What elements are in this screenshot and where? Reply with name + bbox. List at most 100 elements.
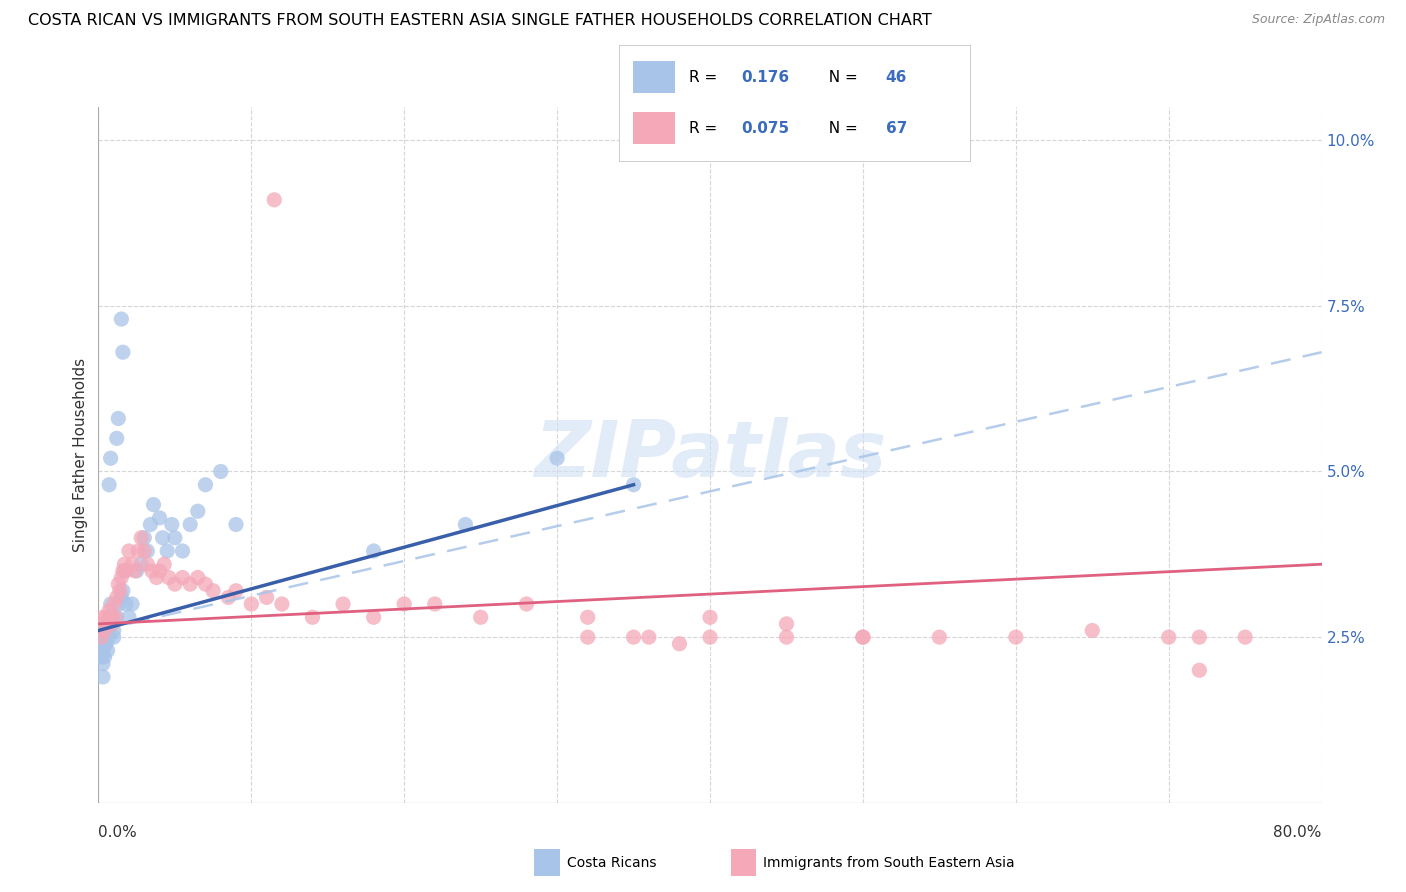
Point <box>108 583 131 598</box>
Point <box>160 517 183 532</box>
Point <box>100 597 122 611</box>
FancyBboxPatch shape <box>633 112 675 145</box>
Point <box>928 630 950 644</box>
Point <box>104 610 127 624</box>
Point <box>90 630 112 644</box>
Point <box>89 616 111 631</box>
Point <box>623 477 645 491</box>
Point <box>1234 630 1257 644</box>
Point <box>699 630 721 644</box>
Point <box>129 531 152 545</box>
Point <box>134 544 156 558</box>
FancyBboxPatch shape <box>633 61 675 94</box>
Point <box>139 517 162 532</box>
Point <box>187 504 209 518</box>
Text: COSTA RICAN VS IMMIGRANTS FROM SOUTH EASTERN ASIA SINGLE FATHER HOUSEHOLDS CORRE: COSTA RICAN VS IMMIGRANTS FROM SOUTH EAS… <box>28 13 932 29</box>
Point <box>91 610 114 624</box>
Text: Source: ZipAtlas.com: Source: ZipAtlas.com <box>1251 13 1385 27</box>
Point <box>149 564 172 578</box>
Point <box>111 583 134 598</box>
Point <box>145 570 167 584</box>
Point <box>98 630 121 644</box>
Point <box>103 630 125 644</box>
Text: ZIPatlas: ZIPatlas <box>534 417 886 493</box>
Point <box>127 544 149 558</box>
Point <box>121 558 143 572</box>
Point <box>142 498 165 512</box>
Point <box>107 597 129 611</box>
Point <box>115 597 138 611</box>
Point <box>101 610 124 624</box>
Point <box>134 531 156 545</box>
Point <box>637 630 661 644</box>
Point <box>363 544 385 558</box>
Point <box>852 630 875 644</box>
Point <box>270 597 292 611</box>
Point <box>103 597 125 611</box>
Point <box>98 477 121 491</box>
Point <box>105 610 128 624</box>
Point <box>363 610 385 624</box>
Point <box>107 411 129 425</box>
Point <box>546 451 568 466</box>
Point <box>118 544 141 558</box>
Point <box>209 465 232 479</box>
Text: 46: 46 <box>886 70 907 85</box>
Point <box>91 670 114 684</box>
Point <box>454 517 477 532</box>
Point <box>194 577 217 591</box>
Point <box>202 583 225 598</box>
Point <box>301 610 323 624</box>
Text: 80.0%: 80.0% <box>1274 825 1322 840</box>
Point <box>179 577 201 591</box>
Point <box>98 616 121 631</box>
Text: Costa Ricans: Costa Ricans <box>567 855 657 870</box>
Point <box>94 610 117 624</box>
Point <box>392 597 416 611</box>
Point <box>576 630 599 644</box>
Point <box>668 637 690 651</box>
Point <box>332 597 354 611</box>
Point <box>157 570 180 584</box>
Point <box>699 610 721 624</box>
Point <box>163 531 186 545</box>
Point <box>93 637 115 651</box>
Point <box>103 624 125 638</box>
Point <box>115 564 138 578</box>
Point <box>89 624 111 638</box>
Point <box>194 477 217 491</box>
Y-axis label: Single Father Households: Single Father Households <box>73 358 89 552</box>
Point <box>1157 630 1180 644</box>
Point <box>1081 624 1104 638</box>
Point <box>91 657 114 671</box>
Point <box>100 451 122 466</box>
Point <box>121 597 143 611</box>
Point <box>110 570 132 584</box>
Point <box>94 624 117 638</box>
Point <box>141 564 163 578</box>
Point <box>125 564 148 578</box>
Point <box>97 616 120 631</box>
Point <box>263 193 285 207</box>
Text: 0.0%: 0.0% <box>98 825 138 840</box>
Point <box>149 511 172 525</box>
Point <box>100 610 122 624</box>
Point <box>240 597 263 611</box>
Point <box>136 544 159 558</box>
Point <box>852 630 875 644</box>
Point <box>111 564 134 578</box>
Text: N =: N = <box>818 70 863 85</box>
Point <box>152 531 174 545</box>
Point <box>101 616 124 631</box>
Point <box>225 583 247 598</box>
Point <box>112 558 135 572</box>
Point <box>136 558 159 572</box>
Point <box>105 431 128 445</box>
Point <box>1004 630 1026 644</box>
Point <box>91 643 114 657</box>
Point <box>110 312 132 326</box>
Point <box>179 517 201 532</box>
Point <box>112 564 135 578</box>
Point <box>105 591 128 605</box>
Point <box>256 591 278 605</box>
